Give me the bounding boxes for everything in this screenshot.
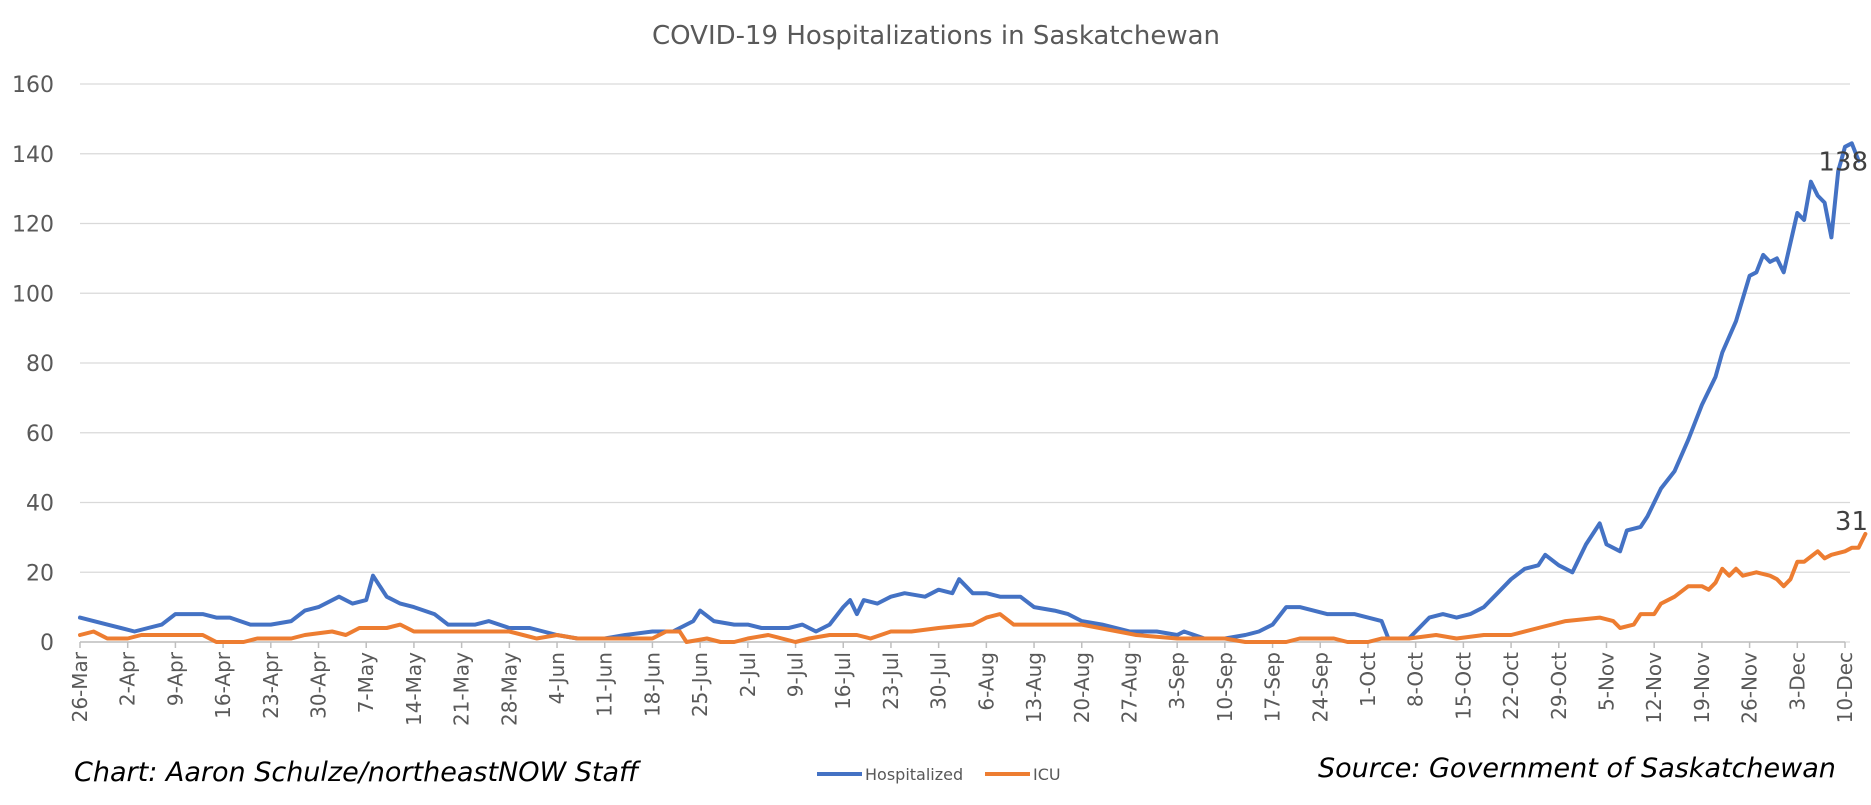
y-tick-label: 100	[12, 282, 54, 307]
x-tick-label: 6-Aug	[974, 652, 998, 711]
x-tick-label: 10-Sep	[1213, 652, 1237, 722]
x-tick-label: 12-Nov	[1642, 652, 1666, 724]
x-tick-label: 3-Dec	[1785, 652, 1809, 711]
x-tick-label: 30-Jul	[927, 652, 951, 710]
x-tick-label: 9-Apr	[163, 651, 187, 706]
x-tick-label: 10-Dec	[1833, 652, 1857, 723]
end-value-label: 31	[1835, 507, 1868, 537]
gridlines	[80, 83, 1850, 643]
y-tick-label: 40	[26, 492, 54, 517]
x-tick-label: 29-Oct	[1547, 652, 1571, 720]
x-tick-label: 16-Jul	[831, 652, 855, 710]
x-tick-label: 30-Apr	[307, 651, 331, 719]
x-tick-label: 8-Oct	[1404, 652, 1428, 707]
x-tick-label: 13-Aug	[1022, 652, 1046, 723]
x-tick-label: 7-May	[354, 652, 378, 713]
series-line-icu	[78, 531, 1868, 644]
y-tick-label: 120	[12, 213, 54, 238]
x-tick-label: 19-Nov	[1690, 652, 1714, 724]
x-tick-label: 11-Jun	[593, 652, 617, 717]
x-axis: 26-Mar 2-Apr 9-Apr 16-Apr 23-Apr 30-Apr 7-May 1…	[68, 641, 1857, 726]
y-tick-label: 80	[26, 352, 54, 377]
legend-label: ICU	[1033, 765, 1061, 784]
x-tick-label: 14-May	[402, 652, 426, 726]
x-tick-label: 20-Aug	[1070, 652, 1094, 723]
x-tick-label: 28-May	[497, 652, 521, 726]
y-axis-ticks: 0 20 40 60 80 100 120 140 160	[12, 73, 54, 656]
x-tick-label: 22-Oct	[1499, 652, 1523, 720]
series-lines	[78, 141, 1868, 644]
x-tick-label: 24-Sep	[1308, 652, 1332, 722]
x-tick-label: 15-Oct	[1451, 652, 1475, 720]
x-tick-label: 18-Jun	[640, 652, 664, 717]
x-tick-label: 26-Mar	[68, 651, 92, 722]
x-tick-label: 9-Jul	[784, 652, 808, 697]
x-tick-label: 23-Jul	[879, 652, 903, 710]
chart-credit: Chart: Aaron Schulze/northeastNOW Staff	[74, 757, 639, 788]
x-tick-label: 23-Apr	[259, 651, 283, 719]
x-tick-label: 25-Jun	[688, 652, 712, 717]
legend: Hospitalized ICU	[817, 765, 1061, 784]
x-tick-label: 2-Apr	[116, 651, 140, 706]
x-tick-label: 1-Oct	[1356, 652, 1380, 707]
data-source: Source: Government of Saskatchewan	[1318, 753, 1836, 784]
x-tick-label: 27-Aug	[1117, 652, 1141, 723]
y-tick-label: 160	[12, 73, 54, 98]
series-line-hospitalized	[78, 141, 1861, 641]
x-tick-label: 3-Sep	[1165, 652, 1189, 710]
x-tick-label: 2-Jul	[736, 652, 760, 697]
x-tick-label: 21-May	[450, 652, 474, 726]
x-tick-label: 4-Jun	[545, 652, 569, 704]
y-tick-label: 140	[12, 143, 54, 168]
end-labels: 138 31	[1818, 148, 1868, 537]
y-tick-label: 0	[40, 631, 54, 656]
end-value-label: 138	[1818, 148, 1868, 178]
legend-label: Hospitalized	[865, 765, 963, 784]
x-tick-label: 26-Nov	[1738, 652, 1762, 724]
x-tick-label: 17-Sep	[1261, 652, 1285, 722]
x-tick-label: 5-Nov	[1594, 652, 1618, 711]
x-tick-label: 16-Apr	[211, 651, 235, 719]
y-tick-label: 20	[26, 561, 54, 586]
y-tick-label: 60	[26, 422, 54, 447]
chart-title: COVID-19 Hospitalizations in Saskatchewa…	[652, 21, 1220, 51]
